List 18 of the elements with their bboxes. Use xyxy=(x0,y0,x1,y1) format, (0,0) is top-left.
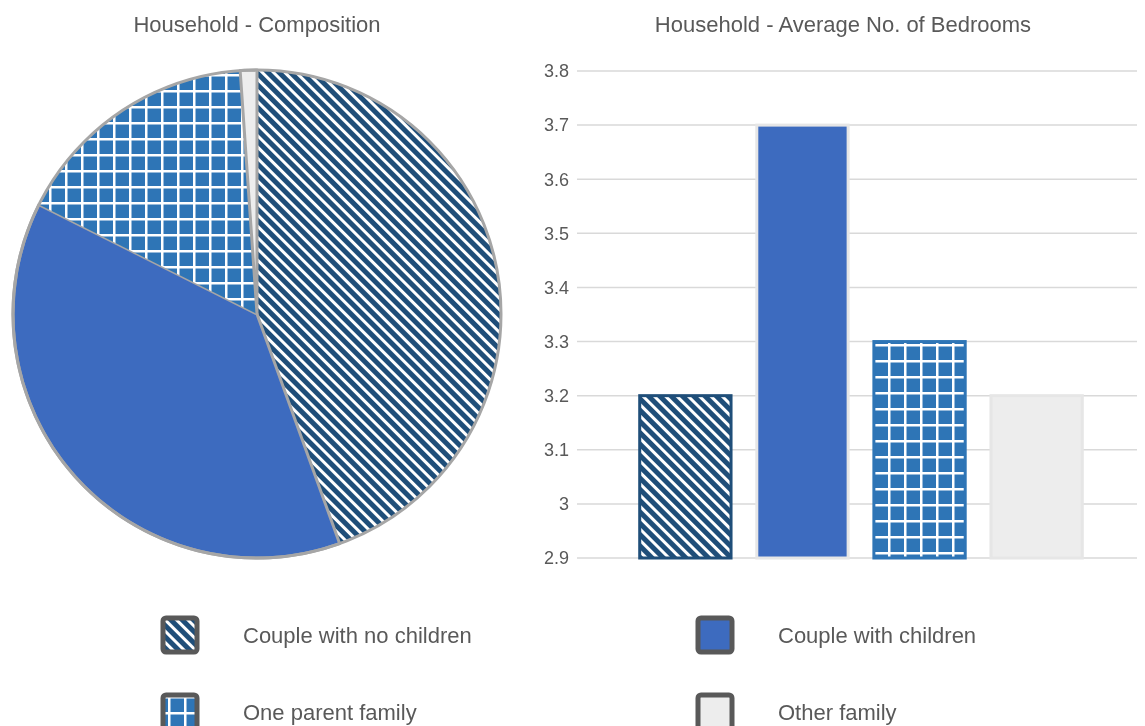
pie-slice xyxy=(257,70,501,544)
y-tick-label: 3.4 xyxy=(543,277,569,298)
y-tick-label: 3.2 xyxy=(543,385,569,406)
y-tick-label: 2.9 xyxy=(543,548,569,569)
y-tick-label: 3.1 xyxy=(543,440,569,461)
y-tick-label: 3.7 xyxy=(543,115,569,136)
pie-slice xyxy=(38,70,257,314)
y-tick-label: 3.3 xyxy=(543,331,569,352)
y-tick-label: 3.8 xyxy=(543,61,569,82)
chart-title: Household - Average No. of Bedrooms xyxy=(654,12,1032,37)
legend-label: Other family xyxy=(778,699,897,725)
legend-label: Couple with no children xyxy=(243,622,472,648)
legend-label: Couple with children xyxy=(778,622,977,648)
y-tick-label: 3.5 xyxy=(543,223,569,244)
chart-title: Household - Composition xyxy=(133,12,381,37)
legend-label: One parent family xyxy=(243,699,417,725)
y-tick-label: 3 xyxy=(558,494,569,515)
y-tick-label: 3.6 xyxy=(543,169,569,190)
